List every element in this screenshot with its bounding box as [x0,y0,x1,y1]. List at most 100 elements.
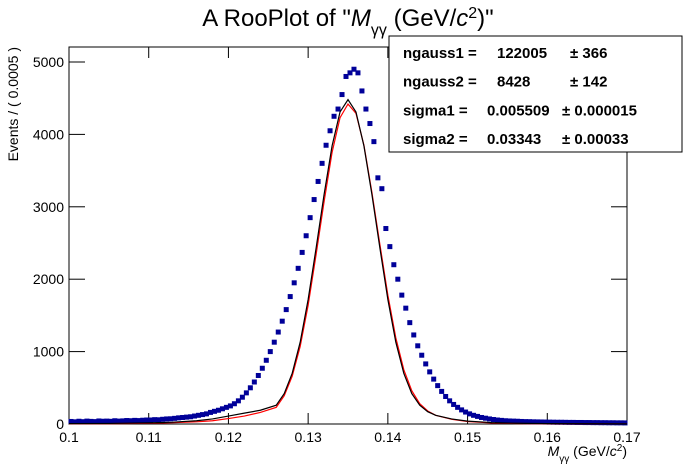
data-point [463,409,469,415]
data-point [486,416,492,422]
stat-name: ngauss2 = [403,74,477,91]
data-point [355,70,361,76]
data-point [104,418,110,424]
data-point [379,186,385,192]
data-point [263,357,269,363]
y-axis-label: Events / ( 0.0005 ) [5,47,21,161]
data-point [514,418,520,424]
data-point [247,385,253,391]
stats-box: ngauss1 = 122005 ± 366 ngauss2 = 8428 ± 142 si… [388,35,683,153]
x-label-part: ) [622,443,627,459]
data-point [235,398,241,404]
title-part: A RooPlot of " [202,5,351,32]
data-point [582,420,588,426]
data-point [459,407,465,413]
y-tick-label: 3000 [33,199,64,215]
x-axis-label: Mγγ (GeV/c2) [548,443,627,465]
data-point [471,412,477,418]
x-label-part: M [548,443,560,459]
data-point [140,417,146,423]
data-point [311,197,317,203]
data-point [112,418,118,424]
data-point [96,418,102,424]
data-point [335,106,341,112]
data-point [395,276,401,282]
data-point [455,404,461,410]
data-point [510,418,516,424]
data-point [407,320,413,326]
data-point [120,418,126,424]
data-point [387,244,393,250]
data-point [164,416,170,422]
data-point [211,408,217,414]
data-point [303,233,309,239]
data-point [550,419,556,425]
data-point [447,398,453,404]
stat-error: ± 0.000015 [562,102,637,119]
data-point [204,411,210,417]
x-tick-label: 0.17 [613,429,640,445]
data-point [371,139,377,145]
fit-curve [68,98,628,425]
stat-value: 0.03343 [487,131,541,148]
stats-frame [388,35,683,153]
data-point [479,414,485,420]
data-point [359,88,365,94]
y-tick-label: 4000 [33,126,64,142]
data-point [88,418,94,424]
data-point [176,415,182,421]
data-point [594,420,600,426]
title-part: (GeV/ [387,5,457,32]
title-part: M [351,5,371,32]
data-point [227,403,233,409]
x-label-part: c [610,443,617,459]
data-point [578,419,584,425]
data-point [267,349,273,355]
x-tick-label: 0.14 [374,429,401,445]
stat-error: ± 142 [570,74,607,91]
data-point [148,417,154,423]
data-point [160,416,166,422]
data-point [323,142,329,148]
data-point [439,388,445,394]
data-point [403,305,409,311]
data-point [152,417,158,423]
data-point [490,417,496,423]
data-point [522,419,528,425]
data-point [566,419,572,425]
data-point [618,420,624,426]
data-point [411,332,417,338]
data-point [475,413,481,419]
data-point [124,418,130,424]
data-point [614,420,620,426]
chart-title: A RooPlot of "Mγγ (GeV/c2)" [202,5,493,39]
data-point [391,262,397,268]
data-point [518,418,524,424]
stat-value: 8428 [497,74,530,91]
data-point [554,419,560,425]
data-point [506,418,512,424]
data-point [315,178,321,184]
data-point [538,419,544,425]
data-point [92,419,98,425]
data-point [156,417,162,423]
data-point [76,418,82,424]
data-point [307,215,313,221]
data-point [327,128,333,134]
data-point [331,113,337,119]
data-point [108,418,114,424]
data-point [375,175,381,181]
data-point [526,419,532,425]
data-point [275,329,281,335]
x-tick-label: 0.13 [295,429,322,445]
data-point [467,411,473,417]
stat-name: ngauss1 = [403,45,477,62]
data-point [136,418,142,424]
y-tick-label: 2000 [33,271,64,287]
data-point [271,339,277,345]
data-point [255,372,261,378]
data-point [215,407,221,413]
data-point [602,420,608,426]
